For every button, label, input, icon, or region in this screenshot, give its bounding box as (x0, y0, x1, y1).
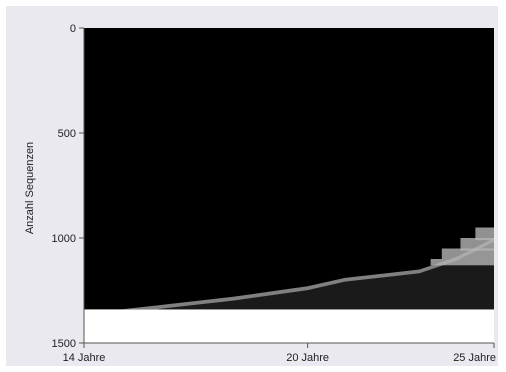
plot-marks (84, 28, 494, 310)
y-tick-label: 0 (70, 23, 76, 35)
chart-frame: 0 500 1000 1500 14 Jahre 20 Jahre 25 Jahre An… (6, 6, 498, 366)
y-tick-label: 1500 (52, 338, 76, 350)
y-axis-title: Anzahl Sequenzen (24, 142, 36, 234)
sequence-index-plot: 0 500 1000 1500 14 Jahre 20 Jahre 25 Jahre An… (24, 23, 496, 364)
x-tick-label: 25 Jahre (453, 352, 496, 364)
light-state-streak (475, 227, 494, 241)
light-state-streak (441, 248, 494, 259)
light-state-streak (430, 259, 494, 266)
y-tick-label: 500 (58, 128, 76, 140)
mixed-state-area (158, 241, 494, 310)
dominant-state-area (84, 28, 494, 310)
light-state-streak (460, 238, 494, 251)
y-tick-label: 1000 (52, 233, 76, 245)
x-tick-label: 14 Jahre (63, 352, 106, 364)
y-axis-ticks: 0 500 1000 1500 (52, 23, 84, 350)
x-axis-ticks: 14 Jahre 20 Jahre 25 Jahre (63, 343, 496, 364)
x-tick-label: 20 Jahre (286, 352, 329, 364)
